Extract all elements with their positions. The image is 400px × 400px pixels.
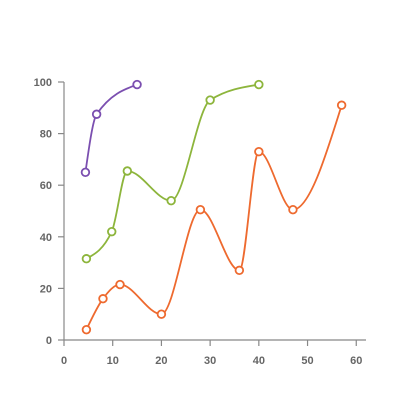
data-point-marker <box>336 100 347 110</box>
x-tick-label: 10 <box>107 355 119 367</box>
x-axis-ticks: 0 10 20 30 40 50 60 <box>61 340 362 367</box>
y-tick-label: 20 <box>40 283 52 295</box>
data-point-marker <box>254 146 264 157</box>
data-point-marker <box>107 226 117 237</box>
data-point-marker <box>166 195 176 206</box>
data-point-marker <box>81 254 92 264</box>
y-tick-label: 40 <box>40 232 52 244</box>
y-tick-label: 100 <box>34 77 52 89</box>
data-point-marker <box>254 79 264 90</box>
series-line-3 <box>85 104 343 331</box>
data-point-marker <box>195 205 206 215</box>
data-point-marker <box>91 109 102 119</box>
y-tick-label: 0 <box>46 335 52 347</box>
x-tick-label: 30 <box>204 355 216 367</box>
data-point-marker <box>80 167 91 177</box>
x-tick-label: 40 <box>253 355 265 367</box>
y-tick-label: 80 <box>40 129 52 141</box>
data-point-marker <box>122 166 133 176</box>
data-point-marker <box>132 79 142 90</box>
data-point-marker <box>205 95 215 105</box>
marker-layer <box>80 79 347 335</box>
y-axis-ticks: 0 20 40 60 80 100 <box>34 77 64 347</box>
axes-layer: 0 20 40 60 80 100 0 10 20 30 40 50 60 <box>34 77 366 367</box>
series-layer <box>84 83 343 331</box>
series-line-1 <box>84 83 138 173</box>
y-tick-label: 60 <box>40 180 52 192</box>
x-tick-label: 0 <box>61 355 67 367</box>
data-point-marker <box>81 324 92 335</box>
data-point-marker <box>115 279 125 290</box>
x-tick-label: 50 <box>301 355 313 367</box>
data-point-marker <box>156 309 167 319</box>
x-tick-label: 20 <box>155 355 167 367</box>
data-point-marker <box>288 205 298 215</box>
data-point-marker <box>234 265 245 276</box>
x-tick-label: 60 <box>350 355 362 367</box>
data-point-marker <box>98 294 108 304</box>
